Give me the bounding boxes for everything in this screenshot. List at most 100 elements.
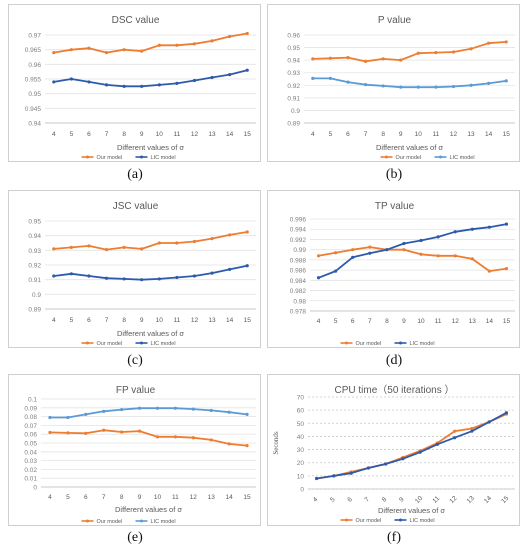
legend-marker — [140, 155, 143, 159]
data-point — [175, 43, 179, 47]
chart-title: FP value — [116, 385, 156, 396]
data-point — [435, 442, 439, 446]
data-point — [102, 428, 106, 432]
x-tick-label: 11 — [172, 494, 179, 501]
x-tick-label: 9 — [402, 318, 406, 325]
x-tick-label: 11 — [435, 318, 442, 325]
x-tick-label: 13 — [466, 495, 476, 505]
x-axis-label: Different values of σ — [117, 329, 184, 338]
data-point — [175, 275, 179, 280]
chart-svg-fp: FP value 0 0.01 0.02 0.03 0.040.05 0.06 0.07 0.0… — [24, 385, 256, 525]
x-tick-label: 15 — [503, 318, 511, 325]
data-point — [381, 57, 385, 61]
series-line-lic-model — [316, 412, 507, 480]
x-tick-label: 12 — [452, 318, 460, 325]
data-point — [434, 51, 438, 55]
y-tick-label: 0.93 — [28, 248, 41, 255]
data-point — [368, 245, 372, 249]
y-tick-label: 0.984 — [290, 278, 307, 285]
legend-label: LIC model — [410, 518, 435, 524]
data-point — [140, 49, 144, 53]
x-tick-label: 12 — [449, 495, 459, 505]
data-point — [140, 84, 144, 88]
y-axis-label: Seconds — [272, 431, 280, 455]
data-point — [453, 429, 457, 433]
x-tick-label: 4 — [317, 318, 321, 325]
data-point — [363, 59, 368, 64]
y-tick-label: 0.99 — [293, 247, 306, 254]
chart-svg-cpu: CPU time（50 iterations ） 0 10 20 30 40 50 60 70 4… — [272, 384, 515, 524]
y-tick-label: 0.03 — [24, 458, 37, 465]
x-tick-label: 6 — [346, 496, 354, 504]
y-tick-label: 0.96 — [287, 33, 300, 40]
series-line-lic-model — [312, 77, 507, 89]
data-point — [157, 83, 161, 87]
data-point — [104, 51, 109, 55]
x-tick-label: 5 — [70, 317, 74, 324]
data-point — [346, 56, 350, 60]
data-point — [122, 245, 126, 249]
caption-c: (c) — [127, 353, 143, 368]
x-tick-label: 15 — [244, 131, 252, 138]
y-tick-label: 0.95 — [28, 219, 41, 226]
data-point — [346, 80, 350, 84]
x-tick-label: 14 — [226, 494, 234, 501]
data-point — [349, 471, 353, 475]
data-point — [245, 230, 249, 234]
legend-marker — [439, 155, 442, 159]
chart-panel-cpu: CPU time（50 iterations ） 0 10 20 30 40 50 60 70 4… — [267, 374, 520, 526]
legend-label: Our model — [97, 155, 123, 161]
data-point — [487, 420, 491, 424]
x-tick-label: 14 — [485, 131, 493, 138]
legend-marker — [399, 518, 402, 522]
x-tick-label: 5 — [329, 131, 333, 138]
x-tick-label: 9 — [140, 131, 144, 138]
data-point — [137, 429, 142, 433]
data-point — [316, 254, 321, 258]
data-point — [52, 80, 56, 84]
data-point — [157, 277, 161, 281]
y-tick-label: 10 — [297, 473, 305, 480]
legend-label: LIC model — [151, 341, 176, 347]
legend-label: Our model — [356, 341, 382, 347]
series-line-our-model — [312, 41, 507, 63]
x-tick-label: 6 — [87, 317, 91, 324]
legend-marker — [399, 341, 402, 345]
y-tick-label: 0.91 — [28, 277, 41, 284]
x-tick-label: 5 — [329, 496, 337, 504]
x-axis-label: Different values of σ — [115, 505, 182, 514]
data-point — [402, 241, 406, 246]
data-point — [210, 271, 214, 275]
series-line-lic-model — [318, 223, 507, 279]
x-tick-label: 10 — [154, 494, 162, 501]
data-point — [228, 233, 232, 237]
x-tick-label: 11 — [433, 131, 440, 138]
x-tick-label: 13 — [467, 131, 475, 138]
x-tick-label: 7 — [364, 131, 368, 138]
y-tick-label: 70 — [297, 395, 305, 402]
data-point — [87, 244, 91, 248]
data-point — [453, 436, 457, 440]
y-tick-label: 0.945 — [25, 106, 42, 113]
data-point — [210, 39, 214, 43]
legend-marker — [86, 519, 89, 523]
data-point — [245, 444, 249, 448]
chart-panel-dsc: DSC value 0.94 0.945 0.95 0.955 0.96 0.965 0.97… — [8, 4, 261, 162]
y-tick-label: 0.982 — [290, 288, 307, 295]
data-point — [363, 83, 368, 87]
x-tick-label: 12 — [190, 494, 198, 501]
data-point — [351, 255, 355, 259]
x-tick-label: 4 — [312, 496, 320, 504]
chart-title: TP value — [375, 201, 415, 212]
y-tick-label: 0.89 — [287, 121, 300, 128]
data-point — [504, 79, 508, 83]
x-tick-label: 6 — [351, 318, 355, 325]
data-point — [191, 407, 195, 411]
x-tick-label: 7 — [364, 496, 372, 504]
data-point — [504, 266, 509, 271]
y-tick-label: 20 — [297, 460, 305, 467]
y-tick-label: 0.08 — [24, 414, 37, 421]
data-point — [84, 412, 88, 416]
data-point — [487, 269, 491, 273]
data-point — [381, 84, 385, 88]
